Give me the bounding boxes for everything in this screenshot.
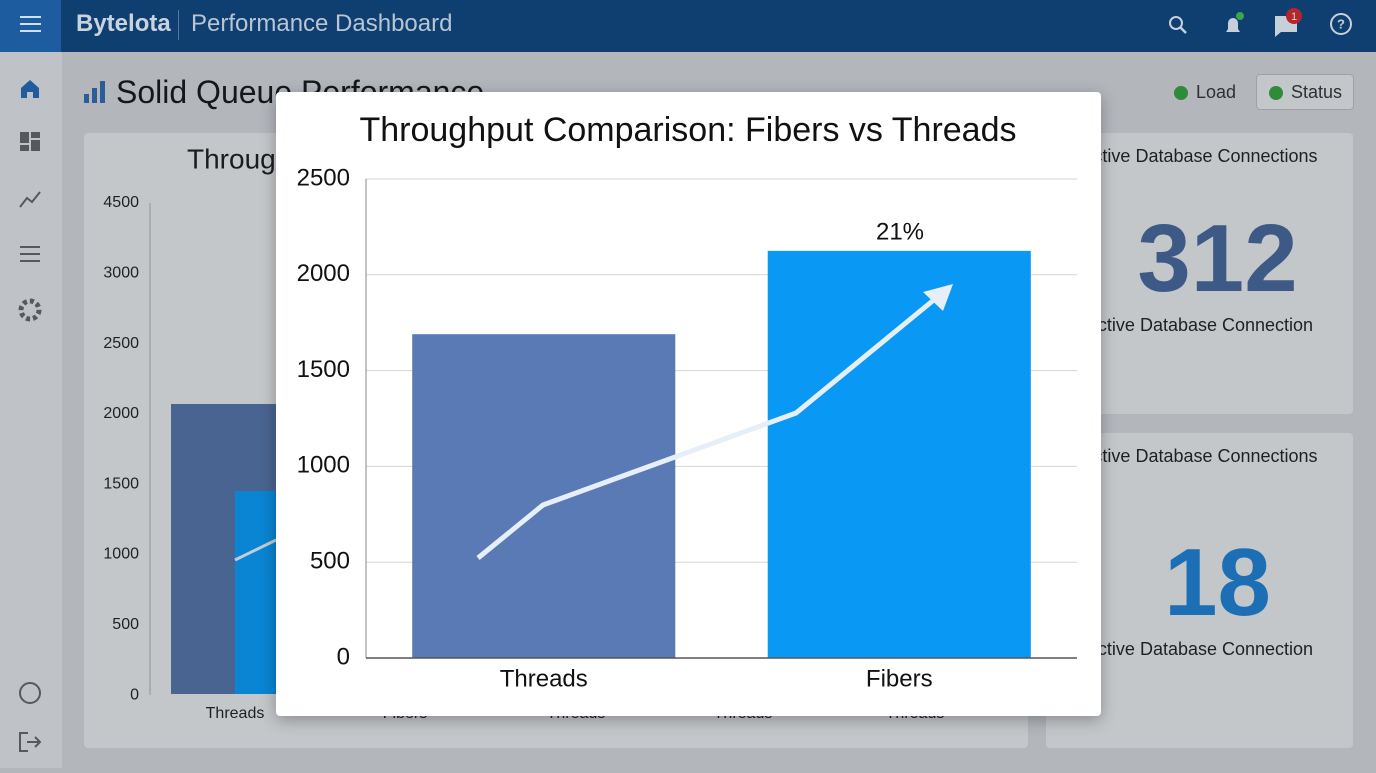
header-icons[interactable]: 1 ?	[1160, 8, 1360, 44]
title-icon	[84, 81, 105, 103]
sidebar	[0, 52, 62, 768]
axis-label: 1500	[103, 475, 139, 492]
card-caption: Active Database Connection	[1085, 315, 1314, 335]
modal: Throughput Comparison: Fibers vs Threads…	[276, 92, 1101, 716]
search-icon	[1179, 26, 1187, 34]
y-tick-label: 1000	[297, 452, 350, 479]
badge	[1286, 8, 1302, 24]
search-icon[interactable]	[1169, 16, 1183, 30]
help-icon[interactable]	[19, 682, 41, 704]
category-label: Threads	[206, 705, 265, 722]
settings-icon[interactable]	[18, 298, 42, 322]
card-value: 312	[1137, 205, 1298, 312]
axis-label: 2500	[103, 335, 139, 352]
background-chart: Throughput 4500300025002000150010005000T…	[103, 143, 944, 722]
logout-icon[interactable]	[19, 732, 42, 752]
trend-arrow	[476, 292, 943, 560]
y-tick-label: 0	[337, 643, 350, 670]
card-value: 18	[1164, 529, 1271, 636]
dashboard-icon[interactable]	[20, 132, 40, 151]
button-label: Load	[1196, 82, 1237, 102]
y-tick-label: 2000	[297, 260, 350, 287]
dot	[1269, 86, 1283, 100]
bar	[412, 334, 676, 658]
divider	[178, 10, 179, 40]
chart-icon[interactable]	[19, 191, 41, 208]
card-caption: Active Database Connection	[1085, 639, 1314, 659]
brand: Bytelota	[76, 10, 171, 37]
card-title: Active Database Connections	[1081, 146, 1318, 166]
help-glyph: ?	[1337, 16, 1345, 31]
axis-label: 500	[112, 616, 139, 633]
dot	[1174, 86, 1188, 100]
y-tick-label: 2500	[297, 164, 350, 191]
help-icon[interactable]	[1330, 13, 1352, 35]
button-label: Status	[1291, 82, 1343, 102]
annotation: 21%	[876, 218, 924, 245]
trend-line	[234, 538, 277, 562]
axis-label: 2000	[103, 405, 139, 422]
status-button[interactable]: Status	[1256, 74, 1354, 110]
menu-button[interactable]	[0, 0, 61, 52]
menu-icon	[20, 16, 41, 32]
header	[0, 0, 1376, 52]
axis-label: 4500	[103, 194, 139, 211]
bell-icon[interactable]	[1226, 18, 1240, 32]
home-icon[interactable]	[21, 80, 39, 98]
header-title: Performance Dashboard	[191, 10, 453, 37]
y-tick-label: 500	[310, 548, 350, 575]
bar-shape	[235, 491, 276, 694]
status-dot	[1236, 12, 1244, 20]
axis-label: 1000	[103, 546, 139, 563]
x-tick-label: Fibers	[866, 665, 933, 692]
sidebar-icons[interactable]	[0, 52, 62, 768]
axis-label: 3000	[103, 265, 139, 282]
bar	[767, 250, 1031, 658]
list-icon[interactable]	[20, 246, 40, 262]
load-button[interactable]: Load	[1162, 76, 1248, 108]
x-tick-label: Threads	[500, 665, 588, 692]
arrow-head	[923, 284, 953, 311]
axis-label: 0	[130, 686, 139, 703]
chart-title: Throughput Comparison: Fibers vs Threads	[359, 111, 1016, 149]
card-title: Active Database Connections	[1081, 446, 1318, 466]
chart: Throughput Comparison: Fibers vs Threads…	[297, 111, 1077, 692]
y-tick-label: 1500	[297, 356, 350, 383]
badge-count: 1	[1291, 11, 1297, 23]
